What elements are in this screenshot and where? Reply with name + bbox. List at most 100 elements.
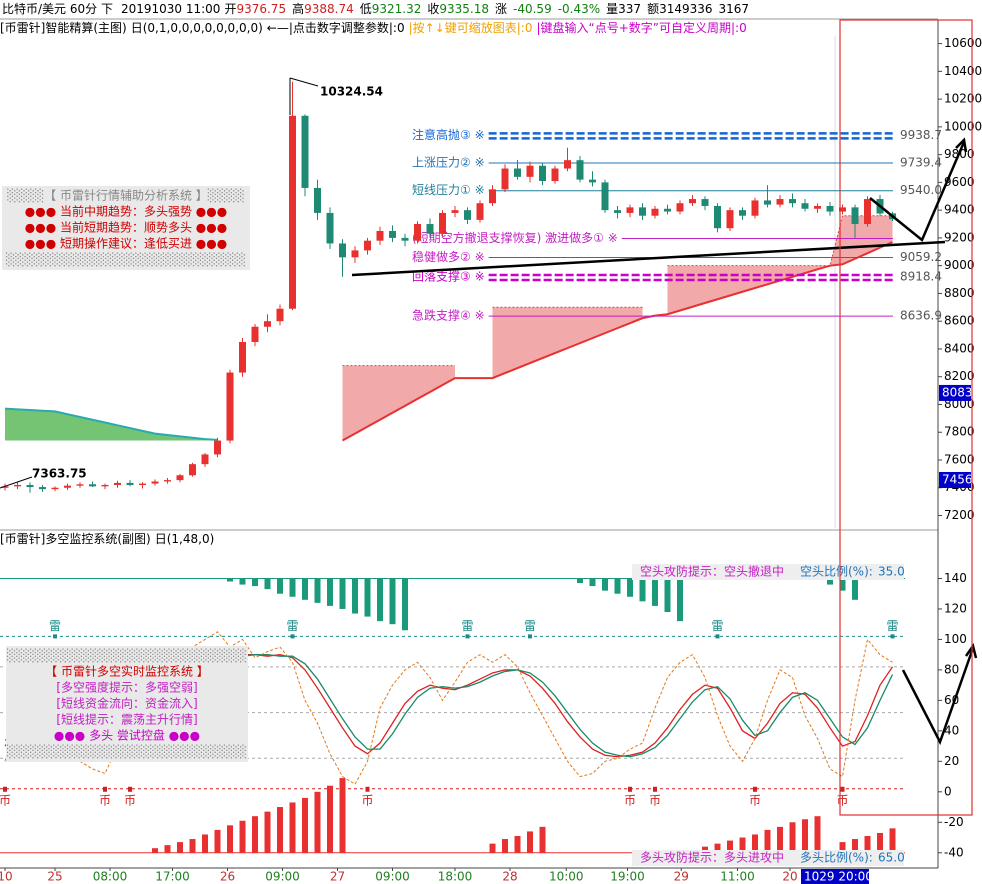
candle-body [426,224,434,234]
candle-body [751,200,759,216]
hint: |按↑↓键可缩放图表|:0 [409,20,533,35]
level-label: 上涨压力② ※ [412,155,485,170]
candle-body [626,207,634,213]
bull-bar [177,842,183,853]
candle-body [176,475,184,481]
candle-body [776,199,784,205]
support-top [667,215,893,267]
lei-marker-label: 雷 [524,619,536,633]
candle-body [314,187,321,213]
candle-body [389,230,396,238]
info-text: 【 币雷针多空实时监控系统 】 [45,664,209,679]
candle-body [226,372,234,441]
bear-bar [352,578,358,614]
y-tick-label: 120 [944,601,967,615]
y-tick-label: 8200 [944,369,975,383]
bull-bar [189,839,196,853]
candle-body [564,160,571,169]
cursor-box [801,869,869,884]
x-tick-label: 27 [330,870,345,884]
bull-bar [702,846,708,853]
bull-bar [152,848,158,853]
info-text: ░░░░░░░░░░░░░░░░░░░░░░░░░░ [7,648,247,663]
bull-bar [164,845,171,853]
bull-bar [739,837,746,853]
info-text: [多空强度提示：多强空弱] [56,680,197,695]
price-marker-label: 8083 [942,385,973,399]
candle-body [526,165,534,177]
candle-body [1,486,9,488]
bi-marker [628,786,632,792]
x-tick-label: 18:00 [438,870,473,884]
candle-body [739,210,746,216]
bi-marker [653,786,657,792]
candle-body [551,168,559,182]
bear-bar [402,578,408,631]
candle-body [201,454,209,465]
candle-body [801,203,809,209]
bull-bar [302,797,308,853]
sub-params: 日(1,48,0) [155,532,215,546]
level-value: 9938.7 [900,128,942,142]
highlight-box [839,19,973,816]
price-marker-label: 7456 [942,472,973,486]
lei-marker [53,634,57,639]
bear-bar [652,578,658,606]
high-value: 9388.74 [304,2,354,16]
pointer [289,77,319,87]
level-label: 注意高抛③ ※ [412,127,485,142]
y-tick-label: 7800 [944,425,975,439]
candle-body [476,203,484,220]
low-annotation: 7363.75 [32,467,87,481]
amount: 额3149336 [647,2,712,16]
info-text: ●●● 当前中期趋势：多头强势 ●●● [25,204,227,219]
bear-bar [589,578,596,587]
bear-bar [339,578,346,609]
info-text: ░░░░░░░░░░░░░░░░░░░░░░░░░░ [6,252,246,267]
level-value: 9739.4 [900,156,942,170]
x-tick-label: 20 [782,870,797,884]
y-tick-label: 9600 [944,175,975,189]
bi-marker [753,786,757,792]
bull-bar [889,828,896,853]
ratio-label: 多头比例(%): [800,851,873,865]
hint: |键盘输入“点号+数字”可自定义周期|:0 [536,20,746,35]
info-text: ●●● 多头 尝试控盘 ●●● [54,728,200,743]
lei-marker [890,634,895,639]
bull-bar [202,834,208,853]
bull-bar [264,811,271,853]
bull-bar [252,816,258,853]
y-tick-label: 8600 [944,314,975,328]
change-label: 涨 [495,1,507,16]
bear-bar [314,578,321,603]
tip-text: 多头攻防提示：多头进攻中 [640,850,784,865]
candle-body [489,189,496,204]
bull-bar [714,843,721,853]
bull-bar [339,778,346,853]
high-annotation: 10324.54 [320,85,383,99]
bull-bar [864,836,871,853]
ratio-label: 空头比例(%): [800,565,873,579]
bull-bar [852,839,858,853]
arrow [901,647,975,746]
bull-bar [514,836,521,853]
ratio-value: 35.0 [878,565,905,579]
bi-marker-label: 币 [836,793,848,807]
high-label: 高 [292,1,304,16]
level-label: 短线压力① ※ [412,183,485,197]
candle-body [401,237,409,241]
volume: 量337 [606,2,641,16]
bear-bar [264,578,271,590]
bear-bar [239,578,246,585]
y-tick-label: 8800 [944,286,975,300]
candle-body [189,464,196,476]
info-text: ●●● 短期操作建议：逢低买进 ●●● [25,236,227,251]
candle-body [76,484,84,486]
quote-bar: 比特币/美元 60分 下 20191030 11:00 开9376.75 高9388.… [2,1,749,16]
y-tick-label: 10000 [944,119,982,133]
candle-body [339,243,346,258]
low-label: 低 [360,2,372,16]
y-tick-label: 7200 [944,508,975,522]
bi-marker-label: 币 [0,793,11,807]
